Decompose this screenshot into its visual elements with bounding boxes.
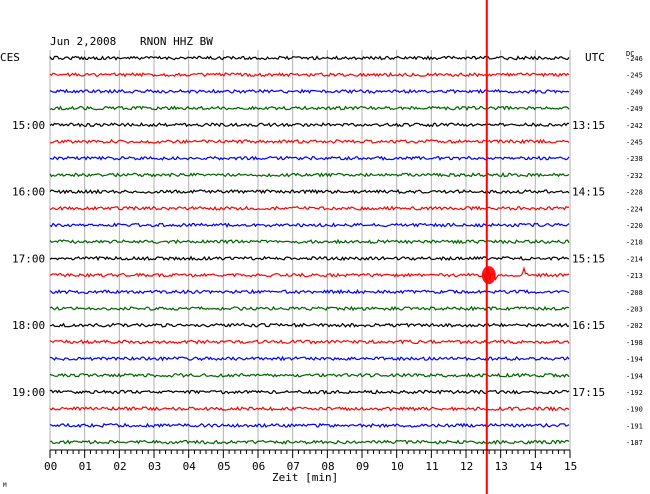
dc-value: -202 — [626, 322, 643, 330]
x-tick-label: 13 — [495, 460, 508, 473]
local-time-label: 16:00 — [12, 186, 45, 199]
x-tick-label: 11 — [425, 460, 438, 473]
local-time-label: 19:00 — [12, 386, 45, 399]
dc-value: -190 — [626, 406, 643, 414]
utc-time-label: 16:15 — [572, 319, 605, 332]
dc-value: -218 — [626, 239, 643, 247]
dc-value: -249 — [626, 88, 643, 96]
x-tick-label: 07 — [287, 460, 300, 473]
footer-mark: M — [3, 482, 7, 489]
trace-blue — [49, 355, 570, 362]
trace-blue — [49, 222, 570, 228]
trace-green — [50, 439, 570, 445]
dc-value: -187 — [626, 439, 643, 447]
x-tick-label: 04 — [183, 460, 197, 473]
trace-blue — [49, 88, 570, 95]
x-tick-label: 03 — [148, 460, 161, 473]
dc-value: -213 — [626, 272, 643, 280]
dc-value: -192 — [626, 389, 643, 397]
header-station: RNON HHZ BW — [140, 35, 213, 48]
x-tick-label: 09 — [356, 460, 369, 473]
x-axis-label: Zeit [min] — [272, 471, 338, 484]
dc-value: -224 — [626, 205, 643, 213]
dc-value: -249 — [626, 105, 643, 113]
dc-value: -245 — [626, 72, 643, 80]
trace-black — [49, 322, 570, 328]
event-marker — [481, 0, 496, 494]
header-date: Jun 2,2008 — [50, 35, 116, 48]
right-timezone-label: UTC — [585, 51, 605, 64]
x-axis-ticks: 00 01 02 03 04 05 06 07 08 09 10 11 12 13 14 15 — [44, 450, 577, 473]
dc-value: -194 — [626, 372, 643, 380]
trace-black — [49, 188, 570, 195]
trace-black — [49, 55, 570, 61]
utc-time-label: 17:15 — [572, 386, 605, 399]
x-tick-label: 15 — [564, 460, 577, 473]
utc-time-label: 15:15 — [572, 252, 605, 265]
trace-black — [49, 255, 570, 262]
trace-group — [49, 55, 570, 445]
dc-value: -203 — [626, 306, 643, 314]
trace-blue — [49, 155, 570, 162]
x-tick-label: 01 — [79, 460, 92, 473]
x-tick-label: 10 — [391, 460, 404, 473]
dc-value: -245 — [626, 139, 643, 147]
x-tick-label: 00 — [44, 460, 57, 473]
x-tick-label: 05 — [217, 460, 230, 473]
trace-blue — [49, 422, 570, 429]
trace-green — [49, 105, 570, 111]
dc-value: -220 — [626, 222, 643, 230]
trace-black — [49, 389, 570, 395]
event-burst — [481, 266, 496, 285]
trace-red — [49, 138, 570, 145]
dc-value: -242 — [626, 122, 643, 130]
trace-red — [49, 205, 570, 211]
x-tick-label: 02 — [113, 460, 126, 473]
dc-value: -208 — [626, 289, 643, 297]
dc-value: -246 — [626, 55, 643, 63]
x-tick-label: 14 — [529, 460, 543, 473]
dc-value: -214 — [626, 255, 643, 263]
trace-green — [49, 372, 570, 378]
dc-label: DC — [626, 50, 634, 58]
trace-red — [49, 406, 570, 412]
local-time-label: 17:00 — [12, 252, 45, 265]
left-timezone-label: CES — [0, 51, 20, 64]
trace-red — [49, 71, 570, 78]
dc-value: -194 — [626, 356, 643, 364]
trace-blue — [49, 288, 570, 295]
utc-time-label: 14:15 — [572, 186, 605, 199]
trace-black — [49, 122, 570, 128]
dc-value: -191 — [626, 422, 643, 430]
local-time-label: 15:00 — [12, 119, 45, 132]
trace-green — [49, 238, 570, 245]
dc-value: -228 — [626, 189, 643, 197]
trace-green — [49, 305, 570, 312]
trace-green — [49, 171, 570, 178]
local-time-label: 18:00 — [12, 319, 45, 332]
dc-value: -198 — [626, 339, 643, 347]
x-tick-label: 06 — [252, 460, 265, 473]
x-tick-label: 08 — [321, 460, 334, 473]
utc-time-label: 13:15 — [572, 119, 605, 132]
trace-red — [49, 339, 570, 345]
x-tick-label: 12 — [460, 460, 473, 473]
dc-value: -232 — [626, 172, 643, 180]
dc-value: -238 — [626, 155, 643, 163]
minute-grid — [49, 50, 571, 450]
trace-labels: -246 -245 -249 -249 -242 15:00 13:15 -245 -238 -2… — [12, 55, 643, 447]
